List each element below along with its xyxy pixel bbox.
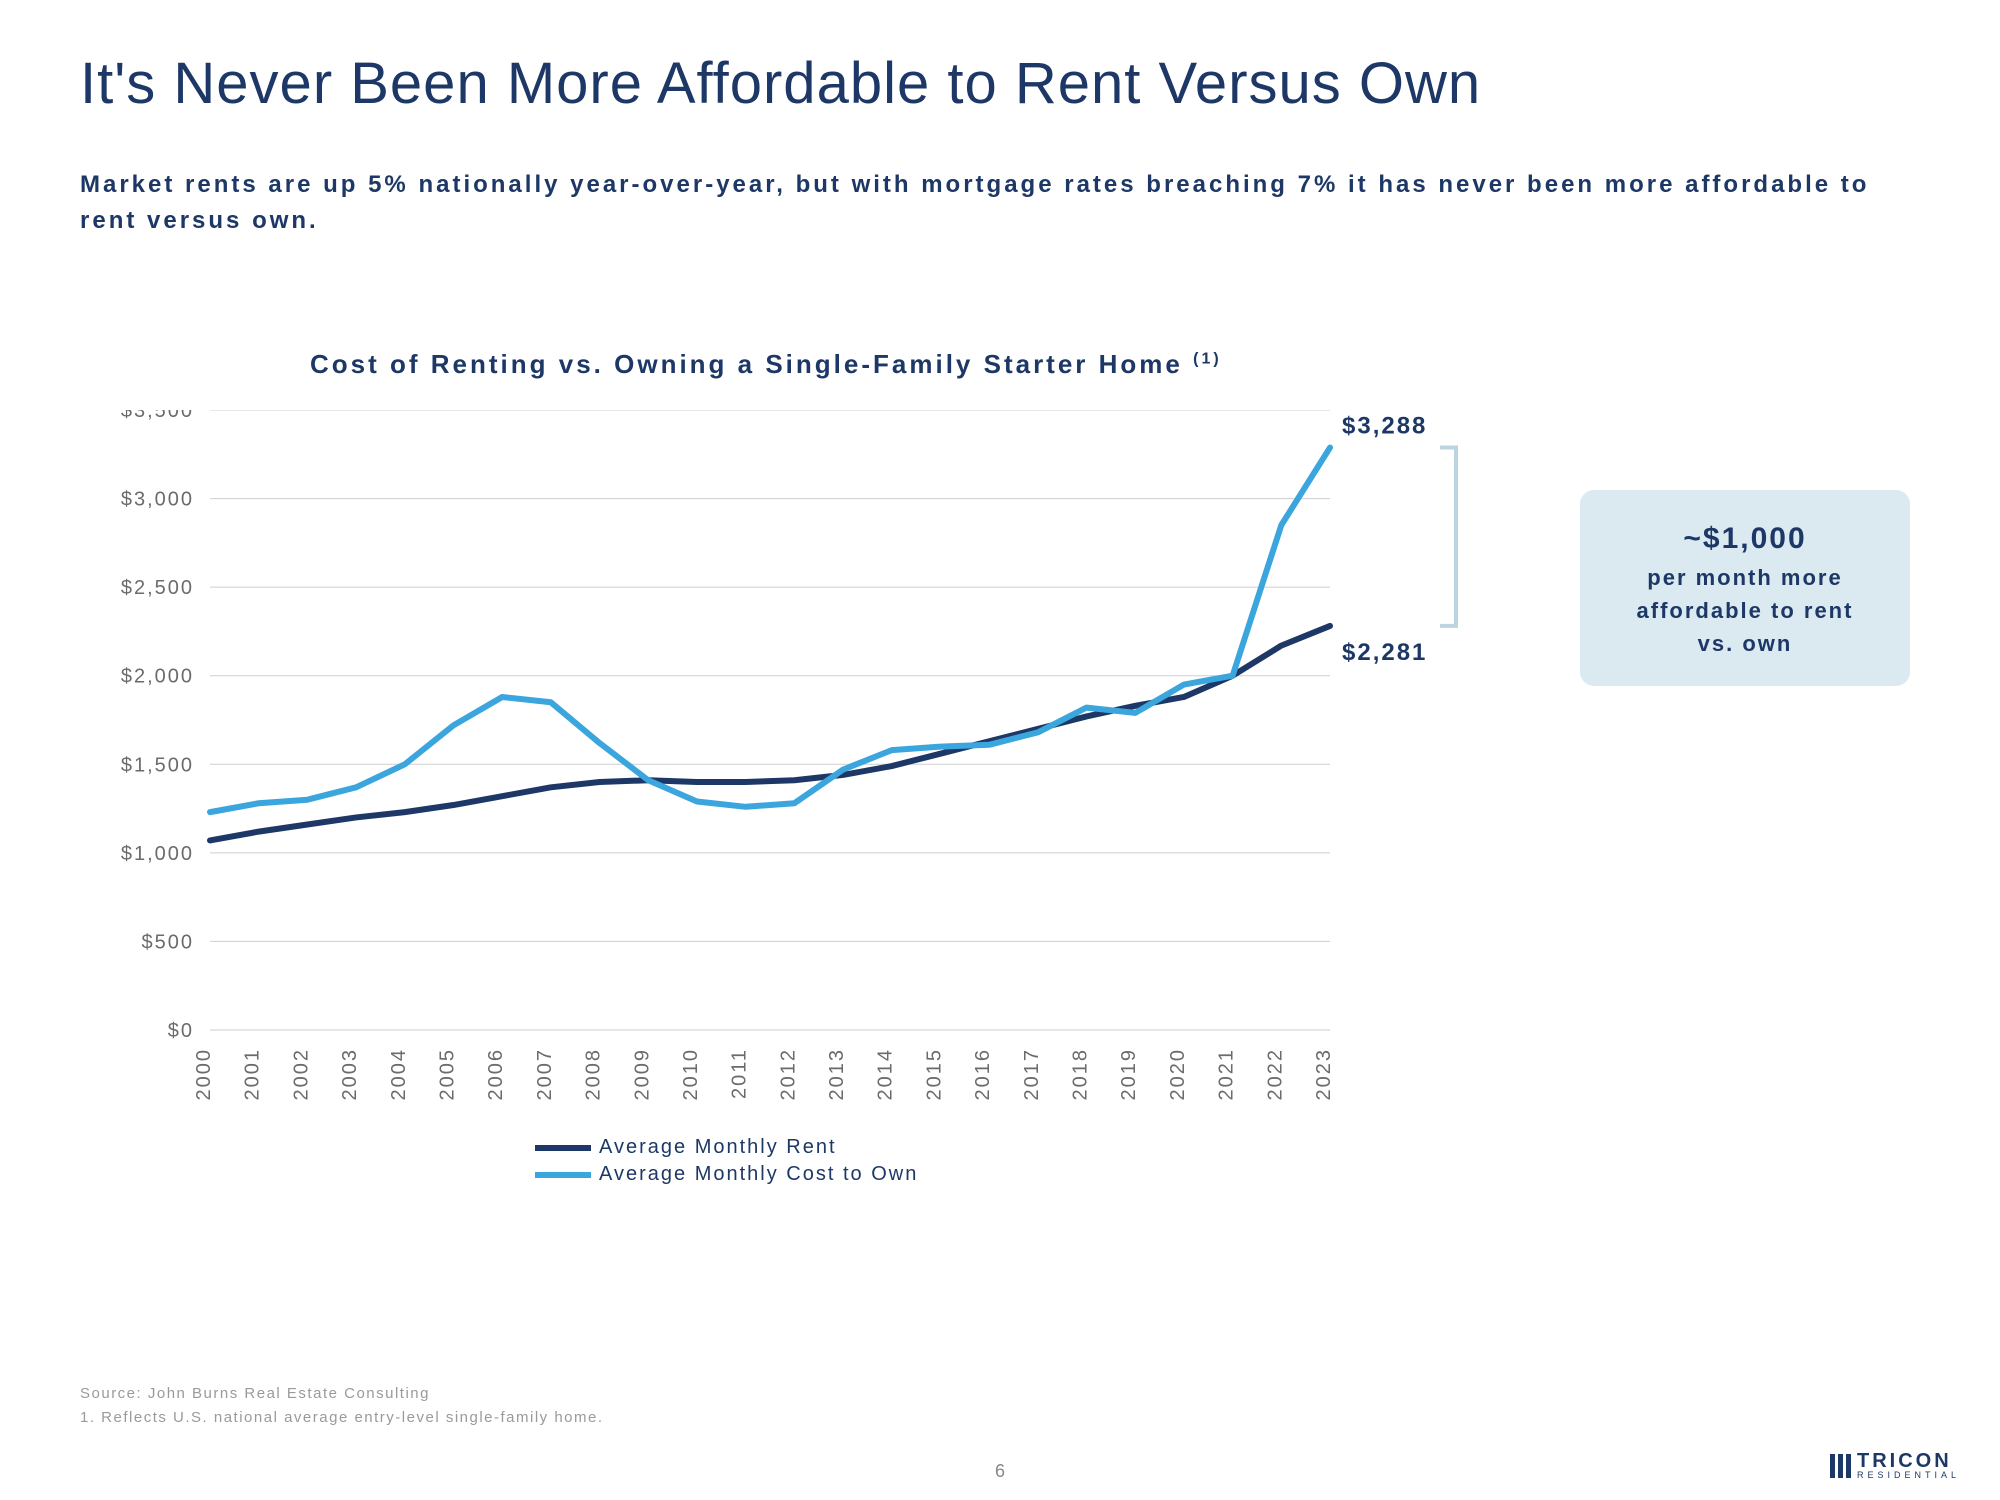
footnotes: Source: John Burns Real Estate Consultin… [80, 1382, 604, 1430]
svg-text:$2,000: $2,000 [121, 666, 194, 688]
legend-item: Average Monthly Rent [535, 1136, 918, 1159]
svg-text:2018: 2018 [1070, 1048, 1092, 1101]
svg-text:2020: 2020 [1167, 1048, 1189, 1101]
logo-bars-icon [1830, 1454, 1851, 1478]
page-number: 6 [995, 1461, 1005, 1482]
chart-title: Cost of Renting vs. Owning a Single-Fami… [310, 349, 1920, 380]
svg-text:$2,281: $2,281 [1342, 639, 1427, 666]
svg-text:2005: 2005 [436, 1048, 458, 1101]
svg-text:2003: 2003 [339, 1048, 361, 1101]
svg-text:$0: $0 [168, 1020, 194, 1042]
callout-value: ~$1,000 [1600, 516, 1890, 561]
svg-text:2012: 2012 [777, 1048, 799, 1101]
svg-text:$500: $500 [142, 931, 195, 953]
svg-text:2002: 2002 [290, 1048, 312, 1101]
svg-text:2006: 2006 [485, 1048, 507, 1101]
svg-text:2014: 2014 [875, 1048, 897, 1101]
svg-text:2013: 2013 [826, 1048, 848, 1101]
svg-text:$1,500: $1,500 [121, 754, 194, 776]
svg-text:2008: 2008 [583, 1048, 605, 1101]
svg-text:2016: 2016 [972, 1048, 994, 1101]
slide-title: It's Never Been More Affordable to Rent … [80, 50, 1920, 117]
svg-text:$3,000: $3,000 [121, 489, 194, 511]
svg-text:2023: 2023 [1313, 1048, 1335, 1101]
svg-text:2015: 2015 [923, 1048, 945, 1101]
svg-text:2019: 2019 [1118, 1048, 1140, 1101]
slide-subtitle: Market rents are up 5% nationally year-o… [80, 167, 1920, 239]
svg-text:2011: 2011 [729, 1048, 751, 1099]
callout-box: ~$1,000 per month more affordable to ren… [1580, 490, 1910, 686]
svg-text:2001: 2001 [242, 1048, 264, 1101]
legend-item: Average Monthly Cost to Own [535, 1163, 918, 1186]
svg-text:2022: 2022 [1264, 1048, 1286, 1101]
chart-legend: Average Monthly Rent Average Monthly Cost… [535, 1136, 918, 1190]
svg-text:$3,500: $3,500 [121, 410, 194, 422]
svg-text:2017: 2017 [1021, 1048, 1043, 1101]
svg-text:2000: 2000 [193, 1048, 215, 1101]
svg-text:2007: 2007 [534, 1048, 556, 1101]
svg-text:2010: 2010 [680, 1048, 702, 1101]
svg-text:$3,288: $3,288 [1342, 413, 1427, 440]
chart-container: $0 $500 $1,000 $1,500 $2,000 $2,500 $3,000 $3,5… [80, 410, 1920, 1190]
svg-text:2004: 2004 [388, 1048, 410, 1101]
svg-text:$1,000: $1,000 [121, 843, 194, 865]
svg-text:2009: 2009 [631, 1048, 653, 1101]
brand-logo: TRICON RESIDENTIAL [1830, 1451, 1960, 1480]
svg-text:$2,500: $2,500 [121, 577, 194, 599]
svg-text:2021: 2021 [1216, 1048, 1238, 1101]
